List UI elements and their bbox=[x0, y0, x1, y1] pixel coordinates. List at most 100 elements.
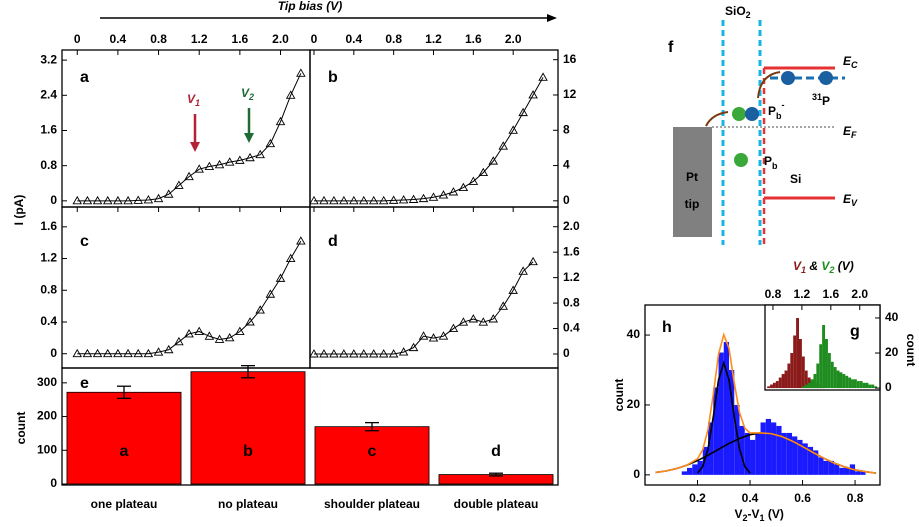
y-axis-title: count bbox=[904, 334, 918, 367]
data-point bbox=[194, 164, 204, 173]
panel-letter: c bbox=[80, 233, 89, 250]
bar-letter: d bbox=[491, 443, 501, 460]
data-point bbox=[388, 349, 399, 358]
data-point bbox=[478, 317, 489, 326]
y-tick-label: 0 bbox=[633, 467, 640, 481]
histogram-bar bbox=[828, 460, 835, 475]
tip-label: tip bbox=[685, 197, 700, 211]
fit-curve bbox=[655, 332, 877, 474]
data-point bbox=[458, 182, 469, 192]
x-tick-label: shoulder plateau bbox=[324, 497, 420, 511]
data-point bbox=[408, 342, 419, 352]
plot-frame bbox=[61, 206, 311, 369]
data-point bbox=[255, 305, 265, 314]
y-tick-label: 1.6 bbox=[40, 219, 57, 233]
data-point bbox=[224, 157, 235, 166]
data-point bbox=[184, 171, 194, 181]
x-tick-label: 0 bbox=[311, 32, 318, 46]
text: b bbox=[772, 161, 778, 171]
y-tick-label: 20 bbox=[885, 345, 899, 359]
data-point bbox=[428, 192, 439, 201]
data-point bbox=[359, 195, 369, 205]
x-tick-label: 0.8 bbox=[765, 287, 782, 301]
x-tick-label: 0.2 bbox=[689, 491, 706, 505]
data-point bbox=[518, 107, 528, 117]
data-point bbox=[92, 195, 103, 205]
y-tick-label: 100 bbox=[37, 442, 57, 456]
bar bbox=[314, 426, 430, 485]
histogram-bar bbox=[713, 387, 719, 475]
data-point bbox=[498, 141, 508, 150]
error-bar bbox=[365, 421, 379, 432]
data-point bbox=[133, 348, 144, 358]
ev-label: EV bbox=[843, 192, 858, 208]
text: P bbox=[764, 154, 772, 168]
histogram-bar bbox=[796, 317, 799, 389]
x-tick-label: double plateau bbox=[454, 497, 539, 511]
text: E bbox=[843, 192, 852, 206]
histogram-bar bbox=[750, 439, 756, 475]
histogram-bar bbox=[802, 443, 808, 475]
bar bbox=[66, 391, 182, 485]
histogram-bar bbox=[798, 339, 802, 389]
data-point bbox=[359, 349, 369, 358]
data-point bbox=[285, 253, 296, 263]
data-point bbox=[329, 349, 339, 358]
histogram-bar bbox=[739, 425, 745, 475]
plot-frame bbox=[61, 367, 559, 486]
electron bbox=[781, 71, 795, 85]
text: 1 bbox=[195, 98, 200, 108]
x-tick-label: one plateau bbox=[91, 497, 158, 511]
curve bbox=[313, 77, 544, 202]
histogram-bar bbox=[868, 384, 872, 389]
histogram-bar bbox=[723, 342, 730, 475]
y-axis-title: count bbox=[612, 379, 626, 412]
y-tick-label: 8 bbox=[563, 122, 570, 136]
y-tick-label: 0 bbox=[50, 346, 57, 360]
x-tick-label: 0.8 bbox=[150, 32, 167, 46]
histogram-bar bbox=[859, 381, 863, 389]
data-point bbox=[349, 195, 359, 205]
current-axis-title: I (pA) bbox=[12, 195, 26, 226]
data-point bbox=[143, 348, 154, 358]
fit-curve bbox=[696, 360, 751, 474]
energy-diagram: f SiO2 Pt tip EC 31P Pb- EF Pb Si EV bbox=[668, 4, 858, 245]
panel-letter: a bbox=[80, 69, 89, 86]
text: 1 bbox=[760, 513, 765, 523]
text: SiO bbox=[725, 4, 746, 18]
histogram-bar bbox=[807, 382, 811, 389]
error-bar bbox=[489, 472, 503, 477]
y-tick-label: 0.4 bbox=[40, 314, 57, 328]
text: P bbox=[822, 94, 830, 108]
data-point bbox=[123, 195, 133, 205]
y-tick-label: 1.2 bbox=[563, 270, 580, 284]
text: 31 bbox=[812, 92, 822, 102]
histogram-bar bbox=[871, 384, 875, 389]
data-point bbox=[488, 314, 499, 323]
x-axis-title: V2-V1 (V) bbox=[735, 507, 784, 523]
histogram-bar bbox=[793, 335, 797, 389]
data-point bbox=[113, 348, 123, 358]
histogram-bar bbox=[797, 439, 803, 475]
histogram-bar bbox=[755, 432, 761, 475]
text: C bbox=[851, 60, 858, 70]
histogram-bar bbox=[775, 381, 779, 389]
data-point bbox=[518, 266, 528, 275]
histogram-bar bbox=[818, 457, 824, 475]
histogram-bar bbox=[816, 363, 820, 389]
histogram-bar bbox=[786, 432, 793, 475]
data-point bbox=[92, 348, 103, 358]
data-point bbox=[538, 72, 548, 81]
x-tick-label: 0.4 bbox=[345, 32, 362, 46]
tip-label: Pt bbox=[686, 170, 698, 184]
x-tick-label: 1.6 bbox=[822, 287, 839, 301]
data-point bbox=[143, 195, 154, 204]
histogram-bar bbox=[842, 374, 846, 389]
annotation: V1 bbox=[187, 92, 200, 108]
data-point bbox=[448, 323, 459, 332]
x-tick-label: 2.0 bbox=[272, 32, 289, 46]
data-point bbox=[388, 195, 399, 204]
data-point bbox=[245, 317, 255, 326]
text: 2 bbox=[248, 92, 254, 102]
histogram-bar bbox=[822, 324, 826, 389]
